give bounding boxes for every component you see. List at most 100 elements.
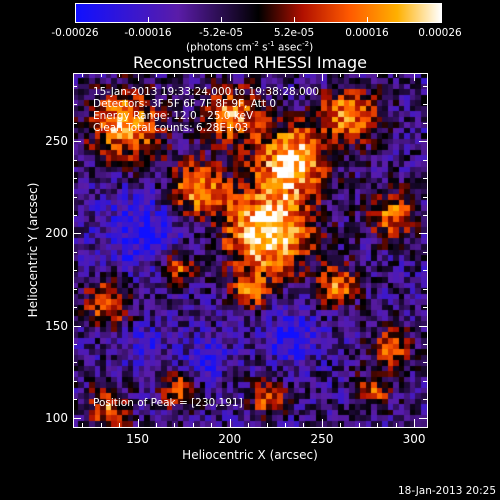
- axis-tick: [82, 73, 84, 77]
- axis-tick: [119, 423, 121, 427]
- axis-tick: [174, 423, 176, 427]
- axis-tick: [73, 251, 77, 253]
- axis-tick: [229, 73, 231, 81]
- x-tick-label: 300: [402, 432, 426, 446]
- time-range: 15-Jan-2013 19:33:24.000 to 19:38:28.000: [93, 86, 320, 98]
- clean-counts: Clean Total counts: 6.28E+03: [93, 122, 249, 134]
- axis-tick: [377, 423, 379, 427]
- colorbar-tick: [75, 17, 76, 22]
- colorbar-tick: [367, 17, 368, 22]
- axis-tick: [73, 344, 77, 346]
- axis-tick: [340, 73, 342, 77]
- colorbar-tick-label: 0.00016: [345, 27, 389, 39]
- axis-tick: [423, 214, 427, 216]
- axis-tick: [248, 73, 250, 77]
- axis-tick: [340, 423, 342, 427]
- axis-tick: [377, 73, 379, 77]
- axis-tick: [419, 417, 427, 419]
- axis-tick: [73, 307, 77, 309]
- axis-tick: [155, 73, 157, 77]
- axis-tick: [82, 423, 84, 427]
- axis-tick: [423, 399, 427, 401]
- colorbar-tick-label: 0.00026: [418, 27, 462, 39]
- axis-tick: [414, 419, 416, 427]
- axis-tick: [358, 73, 360, 77]
- axis-tick: [423, 122, 427, 124]
- axis-tick: [73, 214, 77, 216]
- plot-title: Reconstructed RHESSI Image: [133, 53, 367, 72]
- axis-tick: [423, 288, 427, 290]
- y-tick-label: 100: [45, 410, 68, 425]
- axis-tick: [285, 423, 287, 427]
- axis-tick: [423, 104, 427, 106]
- colorbar-tick: [440, 17, 441, 22]
- x-axis-label: Heliocentric X (arcsec): [182, 448, 318, 462]
- axis-tick: [358, 423, 360, 427]
- axis-tick: [73, 159, 77, 161]
- axis-tick: [266, 423, 268, 427]
- axis-tick: [73, 380, 77, 382]
- axis-tick: [73, 178, 77, 180]
- axis-tick: [174, 73, 176, 77]
- colorbar-units: (photons cm-2 s-1 asec-2): [186, 40, 314, 54]
- colorbar-tick: [148, 17, 149, 22]
- axis-tick: [423, 251, 427, 253]
- footer-date: 18-Jan-2013 20:25: [397, 484, 496, 497]
- axis-tick: [73, 288, 77, 290]
- axis-tick: [321, 419, 323, 427]
- colorbar-tick-label: -0.00016: [124, 27, 172, 39]
- axis-tick: [119, 73, 121, 77]
- axis-tick: [423, 159, 427, 161]
- energy-range: Energy Range: 12.0 - 25.0 keV: [93, 110, 254, 122]
- axis-tick: [73, 122, 77, 124]
- axis-tick: [73, 233, 81, 235]
- axis-tick: [414, 73, 416, 81]
- axis-tick: [73, 85, 77, 87]
- axis-tick: [419, 141, 427, 143]
- axis-tick: [423, 307, 427, 309]
- axis-tick: [211, 423, 213, 427]
- axis-tick: [419, 325, 427, 327]
- axis-tick: [73, 362, 77, 364]
- axis-tick: [266, 73, 268, 77]
- colorbar-tick-label: -5.2e-05: [198, 27, 244, 39]
- y-tick-label: 200: [45, 226, 68, 241]
- y-tick-label: 150: [45, 318, 68, 333]
- axis-tick: [73, 399, 77, 401]
- x-tick-label: 250: [310, 432, 334, 446]
- axis-tick: [73, 417, 81, 419]
- axis-tick: [303, 423, 305, 427]
- axis-tick: [423, 270, 427, 272]
- axis-tick: [395, 423, 397, 427]
- detectors: Detectors: 3F 5F 6F 7F 8F 9F, Att 0: [93, 98, 277, 110]
- axis-tick: [423, 85, 427, 87]
- axis-tick: [321, 73, 323, 81]
- axis-tick: [423, 178, 427, 180]
- axis-tick: [137, 419, 139, 427]
- axis-tick: [303, 73, 305, 77]
- axis-tick: [423, 380, 427, 382]
- axis-tick: [155, 423, 157, 427]
- axis-tick: [423, 344, 427, 346]
- axis-tick: [419, 233, 427, 235]
- axis-tick: [395, 73, 397, 77]
- axis-tick: [73, 141, 81, 143]
- axis-tick: [229, 419, 231, 427]
- y-axis-label: Heliocentric Y (arcsec): [26, 182, 40, 318]
- axis-tick: [73, 104, 77, 106]
- y-tick-label: 250: [45, 134, 68, 149]
- colorbar-tick-label: -0.00026: [51, 27, 99, 39]
- axis-tick: [100, 73, 102, 77]
- colorbar-tick: [294, 17, 295, 22]
- x-tick-label: 150: [126, 432, 149, 446]
- plot-frame: [73, 73, 428, 428]
- axis-tick: [285, 73, 287, 77]
- axis-tick: [73, 196, 77, 198]
- observation-info: 15-Jan-2013 19:33:24.000 to 19:38:28.000…: [93, 87, 319, 134]
- axis-tick: [192, 423, 194, 427]
- colorbar-tick-label: 5.2e-05: [273, 27, 315, 39]
- axis-tick: [248, 423, 250, 427]
- colorbar: [75, 3, 442, 23]
- axis-tick: [137, 73, 139, 81]
